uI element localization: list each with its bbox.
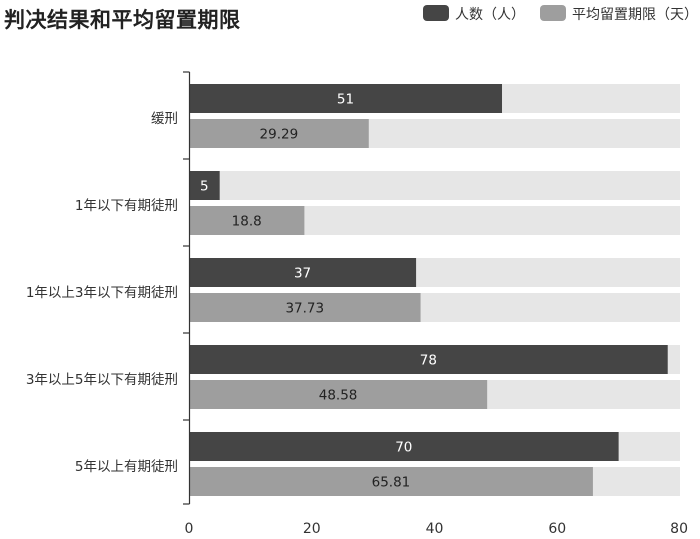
bar: [189, 380, 488, 409]
x-tick-label: 20: [303, 521, 321, 537]
bar: [189, 206, 305, 235]
bar-value-label: 37: [294, 266, 311, 282]
bar-value-label: 48.58: [319, 388, 358, 404]
x-tick-label: 80: [670, 521, 688, 537]
axes: 缓刑 1年以下有期徒刑 1年以上3年以下有期徒刑 3年以上5年以下有期徒刑 5年以上有期…: [26, 71, 688, 537]
legend: 人数（人） 平均留置期限（天）: [423, 5, 698, 23]
bar-value-label: 70: [395, 440, 412, 456]
x-tick-label: 0: [185, 521, 194, 537]
bar: [189, 84, 503, 113]
category-label: 1年以下有期徒刑: [75, 198, 178, 214]
background-bar: [189, 171, 680, 200]
bar-value-label: 78: [420, 353, 437, 369]
category-label: 5年以上有期徒刑: [75, 459, 178, 475]
bar: [189, 432, 619, 461]
bar: [189, 171, 220, 200]
legend-label: 人数（人）: [455, 7, 525, 23]
legend-swatch: [540, 5, 566, 21]
chart-title: 判决结果和平均留置期限: [4, 8, 241, 32]
category-label: 1年以上3年以下有期徒刑: [26, 285, 178, 301]
bar: [189, 467, 593, 496]
bars: 51 29.29 5 18.8 37 37.73 78 48.58 70 65.81: [189, 84, 668, 496]
legend-label: 平均留置期限（天）: [572, 7, 698, 23]
bar: [189, 119, 369, 148]
bar: [189, 293, 421, 322]
bar-value-label: 18.8: [232, 214, 262, 230]
category-label: 3年以上5年以下有期徒刑: [26, 372, 178, 388]
bar-value-label: 37.73: [285, 301, 324, 317]
x-tick-label: 60: [548, 521, 566, 537]
bar-value-label: 65.81: [372, 475, 411, 491]
bar: [189, 258, 417, 287]
bar-value-label: 29.29: [260, 127, 299, 143]
bar-value-label: 5: [200, 179, 209, 195]
bar-value-label: 51: [337, 92, 354, 108]
legend-swatch: [423, 5, 449, 21]
x-tick-label: 40: [426, 521, 444, 537]
bar: [189, 345, 668, 374]
category-label: 缓刑: [151, 111, 178, 127]
